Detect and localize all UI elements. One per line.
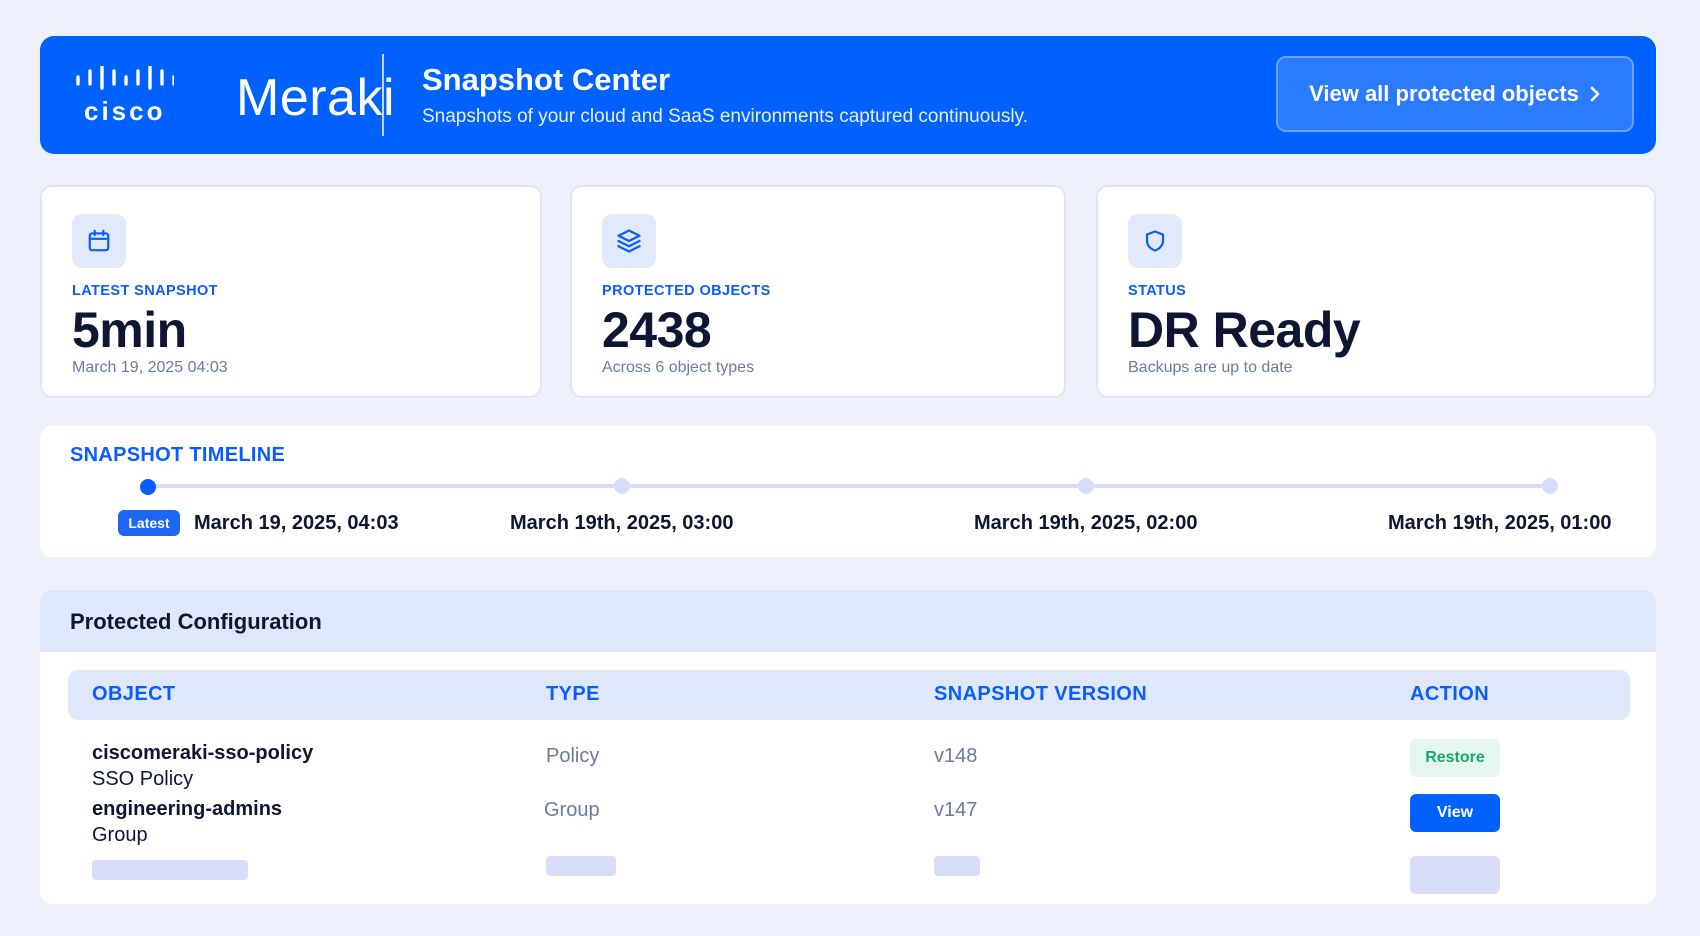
column-header-object[interactable]: OBJECT <box>92 683 176 705</box>
stat-value: DR Ready <box>1128 302 1361 358</box>
object-subtitle: SSO Policy <box>92 768 194 790</box>
view-button[interactable]: View <box>1410 794 1500 832</box>
skeleton-placeholder <box>92 860 248 880</box>
stat-subtext: March 19, 2025 04:03 <box>72 359 228 376</box>
timeline-point[interactable] <box>1078 478 1094 494</box>
stat-value: 5min <box>72 302 187 358</box>
chevron-right-icon <box>1590 86 1600 102</box>
stat-label: STATUS <box>1128 283 1187 299</box>
timeline-label: March 19, 2025, 04:03 <box>194 512 399 534</box>
stat-card-status: STATUS DR Ready Backups are up to date <box>1096 185 1656 398</box>
restore-button[interactable]: Restore <box>1410 739 1500 777</box>
cisco-bars-logo <box>76 66 174 90</box>
latest-badge: Latest <box>118 510 180 536</box>
timeline-point-latest[interactable] <box>140 479 156 495</box>
object-subtitle: Group <box>92 824 148 846</box>
timeline-label: March 19th, 2025, 01:00 <box>1388 512 1612 534</box>
timeline-label: March 19th, 2025, 02:00 <box>974 512 1198 534</box>
config-header: Protected Configuration <box>40 590 1656 652</box>
timeline-point[interactable] <box>1542 478 1558 494</box>
calendar-icon <box>72 214 126 268</box>
timeline-track <box>140 478 1558 495</box>
view-all-button-label: View all protected objects <box>1309 81 1579 106</box>
snapshot-timeline: SNAPSHOT TIMELINE Latest March 19, 2025,… <box>40 426 1656 557</box>
stat-card-latest-snapshot: LATEST SNAPSHOT 5min March 19, 2025 04:0… <box>40 185 542 398</box>
snapshot-version: v148 <box>934 745 978 767</box>
timeline-title: SNAPSHOT TIMELINE <box>70 444 286 466</box>
config-title: Protected Configuration <box>70 609 322 634</box>
shield-icon <box>1128 214 1182 268</box>
column-header-action[interactable]: ACTION <box>1410 683 1490 705</box>
column-header-type[interactable]: TYPE <box>546 683 600 705</box>
cisco-wordmark: cisco <box>84 96 166 126</box>
page-subtitle: Snapshots of your cloud and SaaS environ… <box>422 106 1028 127</box>
object-name: ciscomeraki-sso-policy <box>92 742 314 764</box>
stat-label: LATEST SNAPSHOT <box>72 283 218 299</box>
header-banner: cisco Meraki Snapshot Center Snapshots o… <box>40 36 1656 154</box>
protected-configuration-panel: Protected Configuration OBJECT TYPE SNAP… <box>40 590 1656 904</box>
object-name: engineering-admins <box>92 798 283 820</box>
stat-subtext: Across 6 object types <box>602 359 755 376</box>
meraki-wordmark: Meraki <box>236 69 396 127</box>
header-divider <box>382 54 384 136</box>
table-header: OBJECT TYPE SNAPSHOT VERSION ACTION <box>68 670 1630 720</box>
cisco-meraki-logo: cisco Meraki <box>74 66 396 127</box>
page-title: Snapshot Center <box>422 62 671 97</box>
snapshot-version: v147 <box>934 799 978 821</box>
column-header-snapshot-version[interactable]: SNAPSHOT VERSION <box>934 683 1148 705</box>
stat-card-protected-objects: PROTECTED OBJECTS 2438 Across 6 object t… <box>570 185 1066 398</box>
view-all-protected-objects-button[interactable]: View all protected objects <box>1276 56 1634 132</box>
stat-label: PROTECTED OBJECTS <box>602 283 771 299</box>
stat-value: 2438 <box>602 302 712 358</box>
timeline-label: March 19th, 2025, 03:00 <box>510 512 734 534</box>
skeleton-placeholder <box>546 856 616 876</box>
timeline-point[interactable] <box>614 478 630 494</box>
object-type: Policy <box>546 745 600 767</box>
skeleton-placeholder <box>1410 856 1500 894</box>
stat-subtext: Backups are up to date <box>1128 359 1293 376</box>
skeleton-placeholder <box>934 856 980 876</box>
object-type: Group <box>544 799 600 821</box>
layers-icon <box>602 214 656 268</box>
